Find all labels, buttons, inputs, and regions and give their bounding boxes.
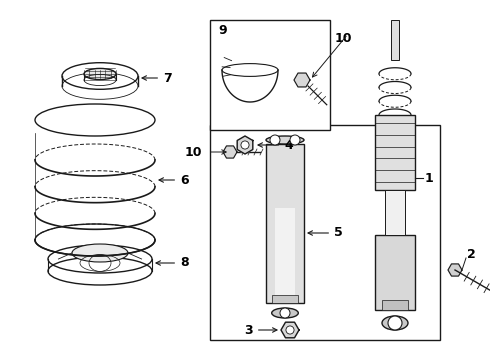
Bar: [210, 125, 440, 340]
Ellipse shape: [266, 136, 304, 144]
Text: 4: 4: [258, 139, 293, 152]
Bar: [375, 235, 415, 310]
Text: 10: 10: [185, 145, 202, 158]
Bar: [385, 190, 405, 235]
Bar: [266, 144, 304, 303]
Circle shape: [241, 141, 249, 149]
Circle shape: [290, 135, 300, 145]
Bar: [375, 115, 415, 190]
Bar: [391, 20, 399, 60]
Polygon shape: [448, 264, 462, 276]
Text: 5: 5: [308, 226, 343, 239]
Text: 6: 6: [159, 174, 189, 186]
Ellipse shape: [382, 316, 408, 330]
Text: 7: 7: [142, 72, 172, 85]
Circle shape: [270, 135, 280, 145]
Text: 10: 10: [335, 32, 352, 45]
Bar: [274, 208, 295, 298]
Text: 9: 9: [218, 24, 227, 37]
Polygon shape: [294, 73, 310, 87]
Bar: [210, 20, 330, 130]
Text: 1: 1: [425, 171, 434, 185]
Text: 8: 8: [156, 256, 189, 270]
Bar: [271, 295, 298, 303]
Circle shape: [280, 308, 290, 318]
Bar: [382, 300, 408, 310]
Polygon shape: [237, 136, 253, 154]
Text: 2: 2: [467, 248, 476, 261]
Text: 3: 3: [245, 324, 277, 337]
Ellipse shape: [72, 244, 128, 262]
Circle shape: [286, 326, 294, 334]
Polygon shape: [281, 322, 299, 338]
Circle shape: [388, 316, 402, 330]
Polygon shape: [223, 146, 237, 158]
Ellipse shape: [271, 308, 298, 318]
Ellipse shape: [84, 68, 116, 80]
